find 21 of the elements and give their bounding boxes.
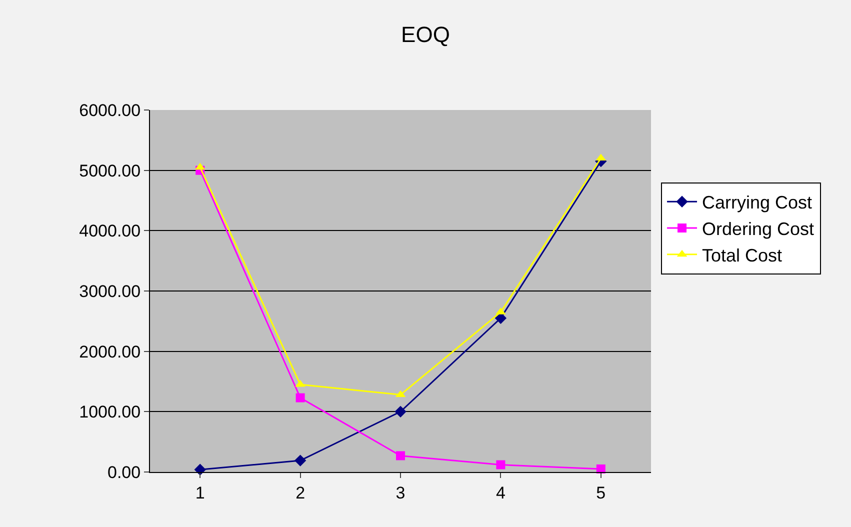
chart-title: EOQ xyxy=(401,22,450,47)
legend-label: Total Cost xyxy=(702,245,782,266)
y-tick-label: 5000.00 xyxy=(79,161,141,180)
y-tick-label: 4000.00 xyxy=(79,222,141,241)
point xyxy=(396,451,405,460)
x-tick-label: 5 xyxy=(596,483,606,502)
x-tick-label: 3 xyxy=(396,483,406,502)
x-tick-label: 2 xyxy=(296,483,306,502)
point xyxy=(296,393,305,402)
y-tick-label: 0.00 xyxy=(108,462,141,482)
y-tick-label: 6000.00 xyxy=(79,100,141,120)
point xyxy=(496,460,506,470)
y-tick-label: 3000.00 xyxy=(79,282,141,301)
legend-label: Ordering Cost xyxy=(702,219,814,240)
x-tick-label: 4 xyxy=(496,483,506,502)
legend-label: Carrying Cost xyxy=(702,192,812,213)
point xyxy=(294,454,306,466)
y-tick-label: 2000.00 xyxy=(79,342,141,362)
y-tick-label: 1000.00 xyxy=(79,402,141,422)
x-tick-label: 1 xyxy=(195,483,205,502)
point xyxy=(394,406,406,418)
